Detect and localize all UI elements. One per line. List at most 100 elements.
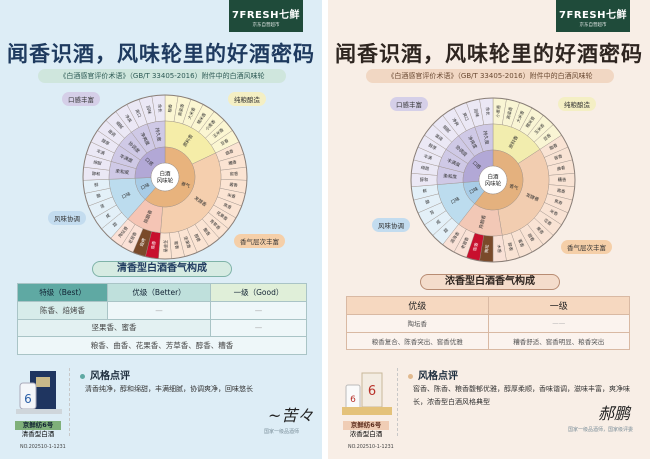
- product-image: 6: [16, 371, 62, 414]
- header-better: 优级（Better）: [107, 283, 211, 302]
- wheel-leaf-label: 蜜香: [172, 240, 180, 250]
- table-row: 陶坛香 ——: [346, 314, 630, 333]
- cell: 粮香、曲香、花果香、芳草香、醇香、糟香: [17, 336, 307, 355]
- cell: 坚果香、蜜香: [17, 318, 211, 337]
- wheel-leaf-label: 甜: [111, 220, 119, 228]
- wheel-center: [478, 165, 508, 195]
- cell: 糟香舒适、窖香明显、粮香突出: [487, 331, 630, 350]
- product-name: 京鲜纺6号: [15, 421, 61, 430]
- wheel-leaf-label: 丰满: [423, 152, 433, 161]
- wheel-leaf-label: 小麦香: [494, 104, 502, 118]
- logo-text: 7FRESH七鲜: [559, 10, 627, 21]
- wheel-leaf-label: 净爽: [450, 117, 460, 128]
- table-row: 粮香复合、陈香突出、窖香优雅 糟香舒适、窖香明显、粮香突出: [346, 331, 630, 350]
- wheel-leaf-label: 鲜: [94, 181, 100, 189]
- wheel-leaf-label: 余长: [156, 104, 164, 114]
- cell: 陈香、焙烤香: [16, 301, 109, 320]
- table-row: 陈香、焙烤香 — —: [16, 301, 308, 320]
- logo-tagline: 京东自营超市: [579, 23, 607, 28]
- wheel-leaf-label: 陶坛: [483, 244, 491, 253]
- cell: ——: [487, 314, 630, 333]
- cell: 粮香复合、陈香突出、窖香优雅: [346, 331, 489, 350]
- wheel-category-label: 香气: [508, 182, 519, 192]
- review-heading-text: 风格点评: [418, 371, 458, 382]
- wheel-outline: [82, 94, 248, 260]
- review-text: 清香纯净，醇和绵甜，丰满细腻，协调爽净，回味悠长: [85, 385, 253, 393]
- wheel-leaf-label: 酸: [424, 198, 431, 206]
- logo-text: 7FRESH七鲜: [232, 10, 300, 21]
- wheel-leaf-label: 咸: [434, 217, 442, 226]
- product-type: 浓香型白酒: [349, 430, 383, 438]
- wheel-leaf-label: 细腻: [114, 120, 125, 132]
- wheel-leaf-label: 苦: [99, 202, 106, 210]
- aroma-table: 特级（Best） 优级（Better） 一级（Good） 陈香、焙烤香 — — …: [16, 283, 308, 355]
- wheel-leaf-label: 坚果香: [182, 235, 193, 250]
- tag-grain: 纯粮酿造: [228, 92, 266, 106]
- wheel-center-label: 白酒: [159, 170, 171, 178]
- wheel-leaf-label: 果香: [535, 225, 546, 237]
- wheel-leaf-label: 花香: [542, 217, 554, 228]
- wheel-subcategory-label: 口味: [449, 195, 461, 206]
- wheel-leaf-label: 芳草香: [162, 240, 169, 253]
- wheel-category-label: 口味: [139, 181, 151, 191]
- header-superior: 优级: [346, 296, 489, 315]
- tag-aroma: 香气层次丰富: [561, 240, 612, 254]
- wheel-leaf-label: 陈香: [149, 240, 157, 250]
- product-label: 京鲜纺6号 浓香型白酒: [343, 421, 389, 439]
- page-title: 闻香识酒，风味轮里的好酒密码: [335, 42, 643, 66]
- brand-logo: 7FRESH七鲜 京东自营超市: [229, 0, 303, 32]
- cell: 陶坛香: [346, 314, 489, 333]
- logo-tagline: 京东自营超市: [252, 23, 280, 28]
- review-text: 窖香、陈香、粮香馥郁优雅，醇厚柔顺，香味谐调，滋味丰富，爽净味长，浓香型白酒风格…: [413, 385, 630, 406]
- wheel-leaf-label: 绵甜: [93, 158, 103, 167]
- tag-harmony: 风味协调: [48, 211, 86, 225]
- wheel-subcategory-label: 口味: [120, 190, 132, 200]
- signature-caption: 国家一级品酒师，国家级评委: [568, 427, 634, 433]
- wheel-leaf-label: 醇和: [92, 170, 101, 177]
- wheel-leaf-label: 甜: [442, 227, 450, 235]
- tag-mouthfeel: 口感丰富: [62, 92, 100, 106]
- wheel-leaf-label: 大米香: [186, 105, 198, 120]
- bullet-icon: [408, 373, 413, 379]
- svg-text:6: 6: [24, 392, 32, 406]
- wheel-leaf-label: 陈香: [471, 241, 480, 252]
- wheel-leaf-label: 焦香: [553, 197, 564, 207]
- flavor-wheel: 粮香 高粱香 大米香 糯米香小麦香玉米香豆香原料香曲香糟香窖香酱香米香焦香花果香青草香…: [82, 94, 248, 260]
- product-name: 京鲜纺6号: [343, 421, 389, 430]
- wheel-leaf-label: 爽口: [134, 108, 143, 118]
- tag-grain: 纯粮酿造: [558, 97, 596, 111]
- cell: —: [107, 301, 211, 320]
- subtitle: 《白酒感官评价术语》（GB/T 33405-2016）附件中的白酒风味轮: [38, 69, 286, 83]
- table-row: 坚果香、蜜香 —: [17, 318, 308, 337]
- cell: —: [209, 318, 308, 337]
- wheel-leaf-label: 糟香: [228, 158, 238, 167]
- wheel-subcategory-label: 柔和度: [115, 168, 130, 177]
- wheel-leaf-label: 醇和: [420, 176, 428, 183]
- wheel-leaf-label: 木香: [495, 244, 503, 254]
- review-heading: 风格点评: [80, 367, 130, 382]
- wheel-leaf-label: 苦: [429, 208, 436, 216]
- wheel-leaf-label: 老窖香: [459, 235, 471, 250]
- wheel-leaf-label: 醇香: [192, 233, 202, 244]
- wheel-leaf-label: 咸: [104, 211, 112, 220]
- wheel-leaf-label: 蜜香: [516, 238, 526, 249]
- header-first: 一级: [487, 296, 630, 315]
- header-best: 特级（Best）: [16, 283, 109, 302]
- divider: [397, 368, 398, 436]
- wheel-leaf-label: 甜香: [526, 232, 537, 244]
- signature-image: 郝鹏: [598, 404, 631, 423]
- serial-number: NO.202510-1-1231: [348, 445, 394, 450]
- cell: —: [209, 301, 308, 320]
- wheel-leaf-label: 酸: [96, 192, 103, 200]
- wheel-leaf-label: 焦香: [222, 201, 233, 211]
- wheel-subcategory-label: 持久度: [154, 127, 163, 142]
- brand-logo: 7FRESH七鲜 京东自营超市: [556, 0, 630, 32]
- signature-caption: 国家一级品酒师: [264, 429, 300, 435]
- wheel-subcategory-label: 陈酿香: [477, 214, 487, 229]
- wheel-leaf-label: 曲香: [224, 147, 235, 157]
- wheel-leaf-label: 鲜: [422, 187, 428, 195]
- wheel-leaf-label: 绵甜: [420, 164, 429, 172]
- wheel-leaf-label: 酱香: [229, 181, 239, 189]
- wheel-leaf-label: 爽口: [461, 112, 470, 122]
